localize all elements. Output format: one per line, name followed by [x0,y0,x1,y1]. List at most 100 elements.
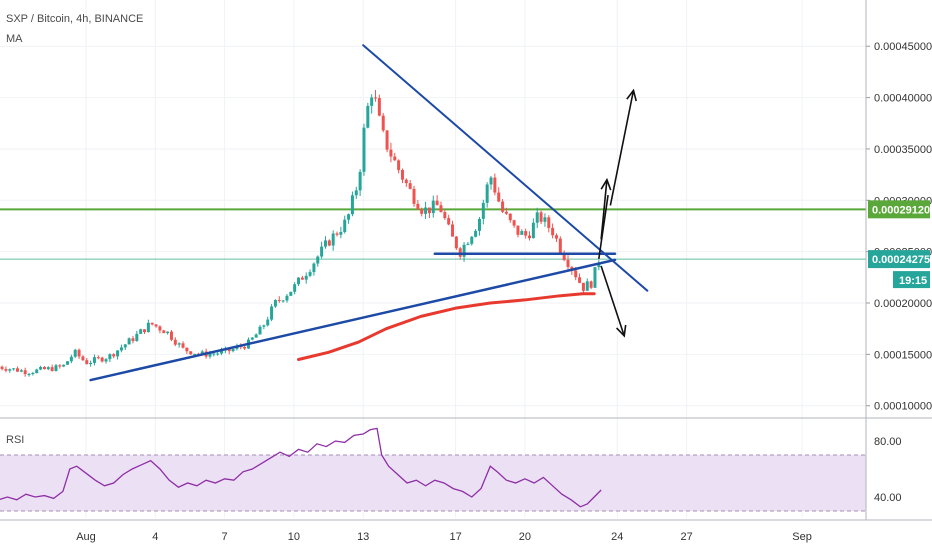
candle-body [481,202,485,219]
moving-average [297,292,596,362]
candle-body [297,277,301,285]
rsi-band [0,455,866,511]
candle-body [431,200,435,214]
green-level-tag-text: 0.00029120 [872,204,930,216]
candle-body [323,240,327,247]
candle-body [562,253,566,261]
candle-body [543,217,547,222]
candle-body [81,356,85,361]
x-tick-label: 7 [222,531,228,543]
candle-body [466,243,470,245]
candle-body [327,240,331,246]
down-arrow-head[interactable] [616,324,627,338]
candle-body [293,284,297,292]
candle-body [520,231,524,235]
candle-body [593,267,597,288]
candle-body [404,179,408,184]
x-tick-label: Aug [76,531,96,543]
candle-body [424,207,428,214]
candle-body [12,368,16,370]
candle-body [574,270,578,278]
candle-body [270,306,274,320]
candle-body [581,282,585,291]
candle-body [354,190,358,196]
candle-body [146,322,150,333]
candle-body [289,291,293,296]
up-arrow-head[interactable] [626,88,637,102]
candle-body [427,207,431,214]
candle-body [374,97,378,99]
candle-body [539,212,543,222]
candle-body [304,275,308,280]
ascending-trendline[interactable] [89,258,617,382]
candle-body [208,353,212,357]
candlestick-series [0,89,601,377]
up-arrow-shaft[interactable] [609,90,635,206]
countdown-tag-text: 19:15 [899,275,927,287]
candle-body [8,369,12,371]
candle-body [31,373,35,375]
up-arrow-leg-1[interactable] [598,195,609,259]
candle-body [528,235,532,239]
down-arrow-shaft[interactable] [600,265,625,337]
x-tick-label: 17 [449,531,461,543]
candle-body [316,256,320,264]
rsi-tick-label: 80.00 [874,436,902,448]
symbol-title[interactable]: SXP / Bitcoin, 4h, BINANCE [6,13,143,25]
candle-body [0,366,4,369]
green-level-tag: 0.00029120 [868,200,930,219]
indicator-label-ma[interactable]: MA [6,33,23,45]
y-tick-label: 0.00035000 [874,144,932,156]
candle-body [447,218,451,225]
y-tick-label: 0.00040000 [874,93,932,105]
candle-body [462,244,466,257]
candle-body [531,222,535,239]
candle-body [23,370,27,375]
candle-body [85,360,89,365]
drawings-layer[interactable] [89,44,649,382]
candle-body [262,325,266,327]
ma-line[interactable] [297,292,596,362]
candle-body [100,357,104,362]
candle-body [131,338,135,341]
candle-body [501,201,505,212]
candle-body [42,366,46,370]
candle-body [119,347,123,351]
candle-body [166,331,170,334]
small-up-arrow-shaft[interactable] [600,179,608,240]
candle-body [216,353,220,355]
candle-body [497,192,501,202]
candle-body [566,260,570,268]
indicator-label-rsi[interactable]: RSI [6,434,24,446]
candle-body [451,224,455,237]
candle-body [504,211,508,214]
candle-body [343,219,347,232]
last-price-tag: 0.00024275 19:15 [868,250,930,289]
candle-body [108,354,112,360]
candle-body [416,203,420,210]
last-price-tag-bg [868,250,930,269]
candle-body [300,277,304,280]
candle-body [19,370,23,372]
y-tick-label: 0.00015000 [874,349,932,361]
candle-body [470,236,474,244]
candle-body [220,350,224,354]
candle-body [250,337,254,340]
y-tick-label: 0.00010000 [874,401,932,413]
candle-body [162,330,166,334]
candle-body [370,97,374,106]
countdown-tag-bg [893,271,930,289]
candle-body [320,246,324,257]
candle-body [381,115,385,131]
small-up-arrow-head[interactable] [600,177,612,191]
candle-body [335,233,339,235]
candle-body [439,205,443,213]
candle-body [112,354,116,357]
candle-body [169,331,173,340]
candle-body [547,217,551,228]
candle-body [185,347,189,352]
candle-body [104,359,108,362]
candle-body [366,105,370,128]
rsi-line[interactable] [0,427,602,508]
